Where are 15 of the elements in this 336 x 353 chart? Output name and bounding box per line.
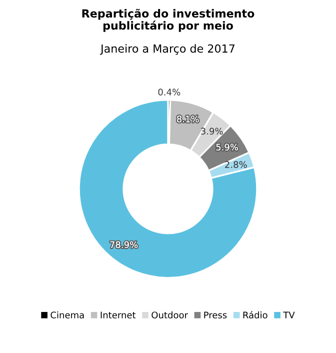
data-label: 0.4% (158, 88, 180, 96)
legend-label: TV (283, 312, 295, 318)
chart-title: Repartição do investimento publicitário por meio (82, 8, 254, 32)
legend-label: Press (204, 312, 227, 318)
data-label: 3.9% (201, 128, 223, 135)
data-label: 78.9% (110, 241, 138, 248)
chart-subtitle: Janeiro a Março de 2017 (100, 44, 234, 55)
legend-label: Internet (100, 312, 136, 318)
data-label: 8.1% (176, 116, 199, 122)
legend-label: Outdoor (152, 311, 188, 318)
legend-label: Cinema (50, 311, 84, 318)
donut-slice (78, 99, 258, 279)
data-label: 5.9% (216, 144, 238, 151)
legend-label: Rádio (243, 311, 268, 318)
data-label: 2.8% (225, 161, 247, 168)
